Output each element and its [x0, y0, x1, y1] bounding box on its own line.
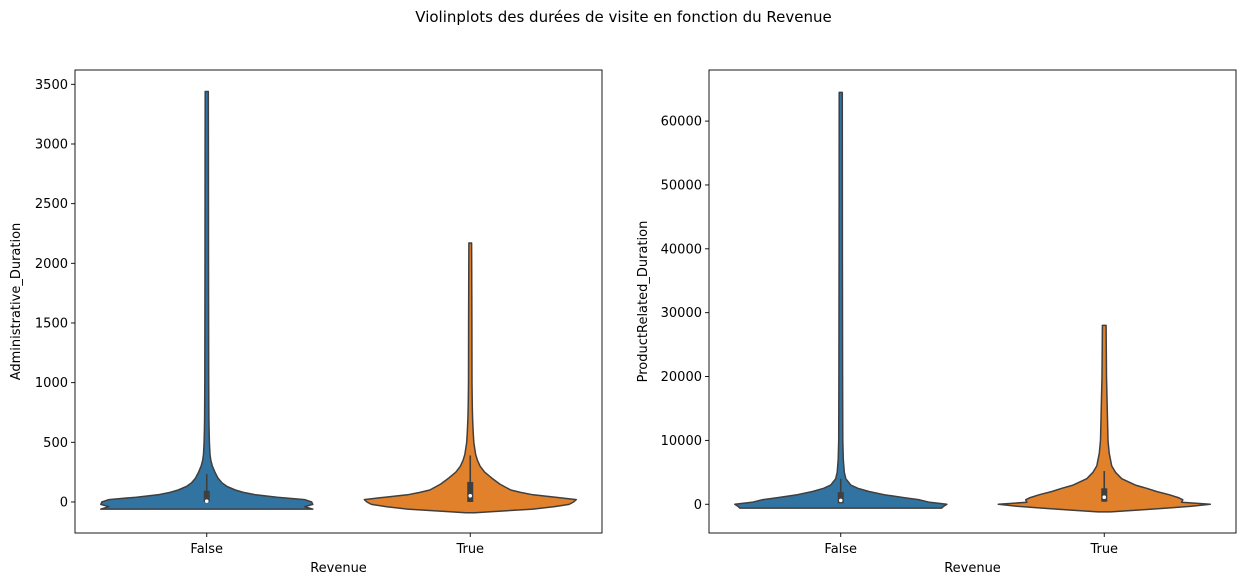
figure-title: Violinplots des durées de visite en fonc… [415, 8, 832, 26]
admin-violin-false [100, 90, 314, 510]
admin-ytick-label: 3500 [35, 78, 68, 93]
admin-xtick-label: False [190, 542, 223, 557]
product-yaxis-label: ProductRelated_Duration [636, 221, 651, 383]
product-iqr-box-true [1101, 488, 1108, 502]
product-ytick-label: 50000 [661, 178, 702, 193]
admin-ytick-label: 0 [60, 495, 68, 510]
admin-ytick-label: 2500 [35, 197, 68, 212]
product-median-dot-true [1102, 495, 1107, 500]
admin-violin-true [363, 242, 578, 514]
admin-median-dot-true [468, 493, 473, 498]
product-ytick-label: 20000 [661, 370, 702, 385]
admin-iqr-box-false [203, 490, 210, 502]
admin-ytick-label: 3000 [35, 137, 68, 152]
admin-ytick-label: 1500 [35, 316, 68, 331]
admin-ytick-label: 1000 [35, 376, 68, 391]
admin-yaxis-label: Administrative_Duration [9, 223, 24, 381]
admin-ytick-label: 500 [43, 436, 68, 451]
admin-iqr-box-true [467, 481, 474, 502]
admin-ytick-label: 2000 [35, 257, 68, 272]
product-ytick-label: 0 [694, 498, 702, 513]
product-xaxis-label: Revenue [944, 561, 1001, 576]
product-iqr-box-false [837, 492, 844, 504]
product-xtick-label: True [1089, 542, 1118, 557]
product-ytick-label: 60000 [661, 115, 702, 130]
product-violin-true [997, 324, 1212, 513]
product-median-dot-false [838, 498, 843, 503]
admin-xtick-label: True [455, 542, 484, 557]
product-axes-frame [708, 69, 1237, 534]
product-ytick-label: 30000 [661, 306, 702, 321]
admin-axes-frame [74, 69, 603, 534]
admin-median-dot-false [204, 499, 209, 503]
product-ytick-label: 40000 [661, 242, 702, 257]
product-xtick-label: False [824, 542, 857, 557]
product-ytick-label: 10000 [661, 434, 702, 449]
admin-xaxis-label: Revenue [310, 561, 367, 576]
product-violin-false [734, 91, 948, 509]
